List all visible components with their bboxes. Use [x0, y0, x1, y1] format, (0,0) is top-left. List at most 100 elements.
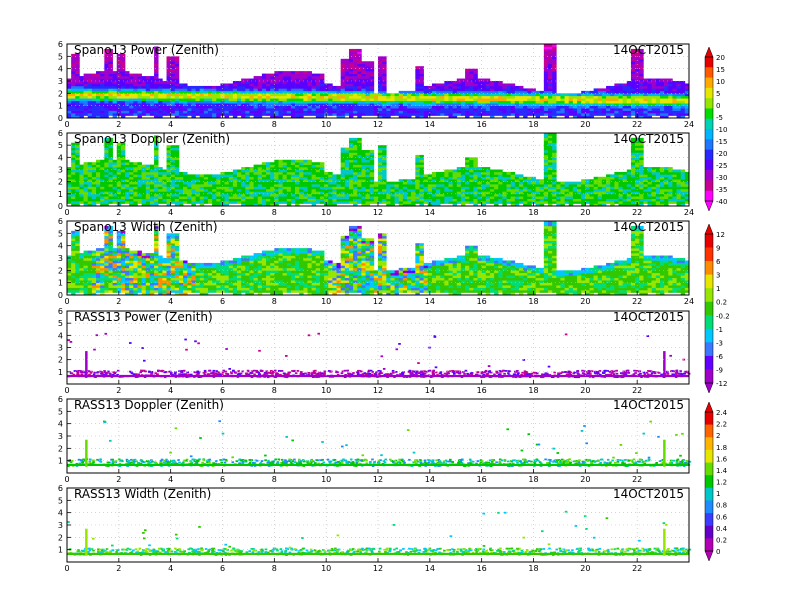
- colorbar-swatch: [705, 57, 713, 68]
- y-tick-label: 2: [58, 89, 63, 98]
- x-tick-label: 22: [632, 297, 642, 306]
- colorbar-swatch: [705, 369, 713, 384]
- y-tick-label: 6: [58, 484, 63, 493]
- x-tick-label: 18: [528, 386, 538, 395]
- panel-date: 14OCT2015: [613, 310, 684, 324]
- y-tick-label: 4: [58, 509, 63, 518]
- y-tick-label: 2: [58, 444, 63, 453]
- x-tick-label: 10: [321, 208, 331, 217]
- x-tick-label: 4: [168, 386, 173, 395]
- y-tick-label: 4: [58, 153, 63, 162]
- colorbar-swatch: [705, 437, 713, 451]
- colorbar-label: 3: [716, 272, 720, 280]
- x-tick-label: 10: [321, 120, 331, 129]
- colorbar-swatch: [705, 118, 713, 130]
- x-tick-label: 8: [272, 120, 277, 129]
- x-tick-label: 2: [116, 208, 121, 217]
- colorbar-swatch: [705, 288, 713, 303]
- x-tick-label: 4: [168, 475, 173, 484]
- colorbar-label: -6: [716, 353, 724, 361]
- colorbar-swatch: [705, 315, 713, 330]
- x-tick-label: 16: [477, 120, 487, 129]
- panel-date: 14OCT2015: [613, 220, 684, 234]
- x-tick-label: 18: [528, 475, 538, 484]
- y-tick-label: 3: [58, 166, 63, 175]
- heatmap-field: [67, 221, 690, 296]
- y-tick-label: 1: [58, 368, 63, 377]
- x-tick-label: 20: [580, 386, 590, 395]
- colorbar-swatch: [705, 301, 713, 316]
- colorbar-swatch: [705, 180, 713, 192]
- colorbar-max-arrow: [704, 46, 714, 58]
- x-tick-label: 8: [272, 564, 277, 573]
- x-tick-label: 14: [425, 120, 435, 129]
- colorbar-frame: [704, 233, 714, 384]
- colorbar-label: -3: [716, 339, 723, 347]
- colorbar-label: 1: [716, 285, 720, 293]
- x-tick-label: 4: [168, 120, 173, 129]
- x-tick-label: 16: [477, 386, 487, 395]
- panel-title: RASS13 Power (Zenith): [74, 310, 213, 324]
- grid-lines: [67, 399, 689, 473]
- grid-lines: [67, 311, 689, 384]
- colorbar-swatch: [705, 525, 713, 539]
- y-tick-label: 1: [58, 102, 63, 111]
- x-tick-label: 14: [425, 564, 435, 573]
- y-tick-label: 4: [58, 65, 63, 74]
- colorbar-label: 0: [716, 548, 720, 556]
- x-tick-label: 6: [220, 475, 225, 484]
- x-tick-label: 22: [632, 208, 642, 217]
- y-tick-label: 6: [58, 217, 63, 226]
- grid-lines: [67, 221, 689, 295]
- x-tick-label: 14: [425, 475, 435, 484]
- x-tick-label: 4: [168, 208, 173, 217]
- y-tick-label: 5: [58, 496, 63, 505]
- x-tick-label: 10: [321, 564, 331, 573]
- colorbar-swatch: [705, 87, 713, 99]
- colorbar-label: 20: [716, 54, 725, 62]
- y-tick-label: 6: [58, 307, 63, 316]
- x-tick-label: 6: [220, 297, 225, 306]
- colorbar-label: 12: [716, 231, 725, 239]
- y-tick-label: 3: [58, 521, 63, 530]
- colorbar-label: 0.2: [716, 536, 727, 544]
- y-tick-label: 3: [58, 432, 63, 441]
- colorbar-swatch: [705, 462, 713, 476]
- x-tick-label: 22: [632, 386, 642, 395]
- x-tick-label: 8: [272, 208, 277, 217]
- x-tick-label: 12: [373, 120, 383, 129]
- panel-date: 14OCT2015: [613, 487, 684, 501]
- y-tick-label: 3: [58, 77, 63, 86]
- x-tick-label: 22: [632, 564, 642, 573]
- x-tick-label: 12: [373, 208, 383, 217]
- grid-lines: [67, 133, 689, 206]
- colorbar-swatch: [705, 342, 713, 357]
- y-tick-label: 1: [58, 190, 63, 199]
- panel-date: 14OCT2015: [613, 43, 684, 57]
- colorbar-min-arrow: [704, 200, 714, 212]
- x-tick-label: 20: [580, 297, 590, 306]
- colorbar-power: 20 15 10 5 0 -5 -10 -15 -20 -25 -30 -35 -40: [704, 46, 727, 212]
- colorbar-swatch: [705, 247, 713, 262]
- colorbar-swatch: [705, 412, 713, 425]
- heatmap-field: [67, 44, 690, 119]
- x-tick-label: 2: [116, 386, 121, 395]
- y-tick-label: 6: [58, 395, 63, 404]
- x-tick-label: 18: [528, 297, 538, 306]
- x-tick-label: 6: [220, 564, 225, 573]
- colorbar-swatch: [705, 170, 713, 181]
- colorbar-label: -25: [716, 162, 727, 170]
- y-tick-label: 5: [58, 319, 63, 328]
- colorbar-label: 0.4: [716, 525, 728, 533]
- x-tick-label: 20: [580, 475, 590, 484]
- colorbar-label: -0.2: [716, 312, 730, 320]
- x-tick-label: 16: [477, 208, 487, 217]
- colorbar-swatch: [705, 108, 713, 120]
- x-tick-label: 8: [272, 386, 277, 395]
- colorbar-max-arrow: [704, 223, 714, 235]
- colorbar-label: -1: [716, 326, 723, 334]
- y-tick-label: 1: [58, 279, 63, 288]
